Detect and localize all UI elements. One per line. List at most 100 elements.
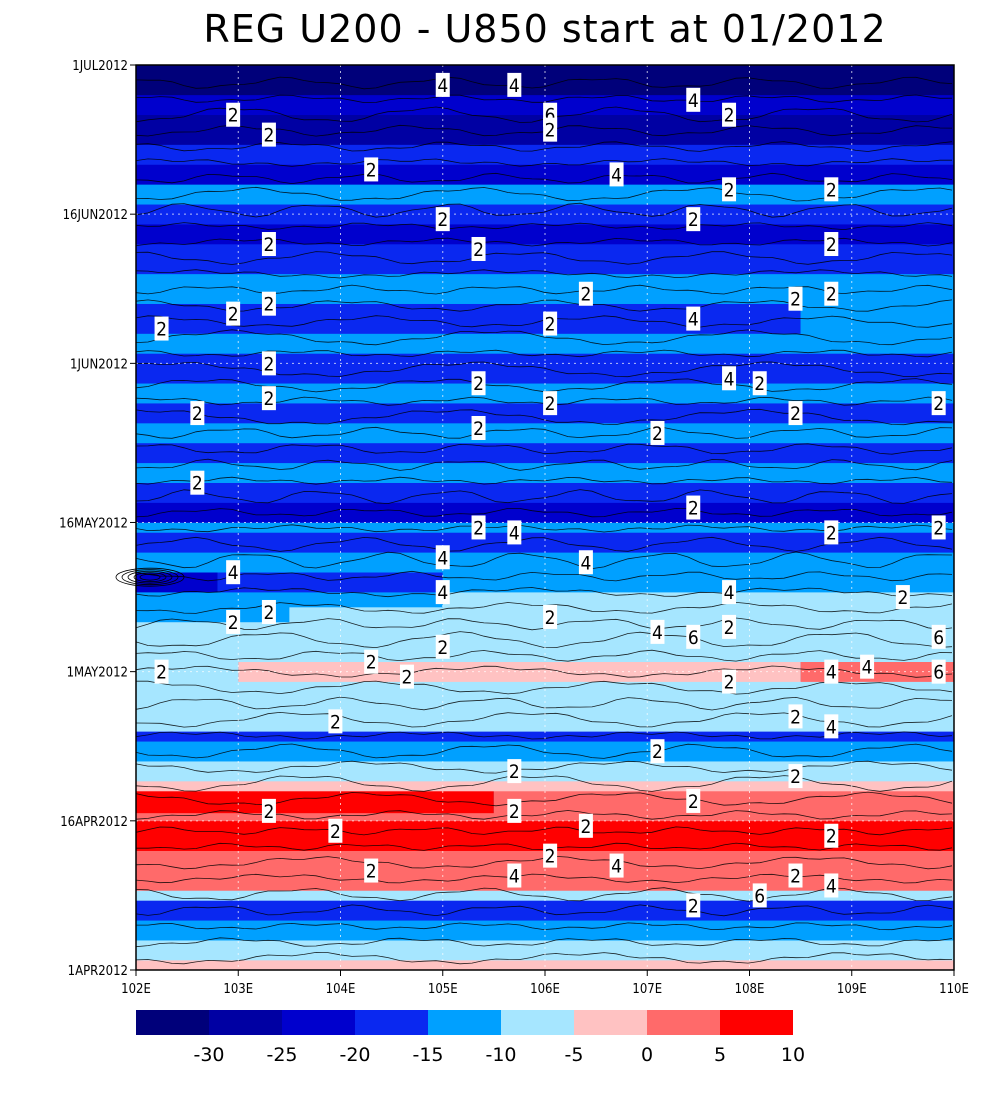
chart-title: REG U200 - U850 start at 01/2012: [203, 7, 886, 51]
contour-line: [135, 269, 953, 279]
contour-label-value: 4: [509, 522, 520, 544]
contour-label: 6: [931, 659, 946, 684]
contour-label-value: 2: [790, 403, 801, 425]
contour-label-value: 2: [688, 895, 699, 917]
color-band: [136, 442, 954, 464]
colorbar: -30 -25 -20 -15 -10 -5 0 5 10: [136, 1010, 805, 1066]
color-band: [136, 591, 443, 608]
contour-label-box: [507, 798, 522, 823]
contour-label: 2: [722, 102, 737, 127]
color-band: [442, 571, 954, 593]
contour-line: [136, 94, 953, 104]
contour-label-value: 4: [580, 552, 591, 574]
contour-loop: [139, 573, 161, 581]
contour-label-value: 2: [366, 652, 377, 674]
contour-label: 4: [824, 873, 839, 898]
contour-label-value: 2: [473, 373, 484, 395]
contour-line: [135, 665, 953, 678]
contour-label-box: [686, 207, 701, 232]
contour-label-box: [788, 286, 803, 311]
colorbar-swatch: [355, 1010, 428, 1035]
contour-label-box: [609, 853, 624, 878]
contour-label: 4: [650, 619, 665, 644]
contour-label-box: [824, 714, 839, 739]
color-band: [136, 184, 954, 205]
contour-label-box: [261, 386, 276, 411]
contour-label: 2: [788, 764, 803, 789]
contour-label-box: [824, 659, 839, 684]
colorbar-swatch: [647, 1010, 720, 1035]
colorbar-swatch: [574, 1010, 647, 1035]
x-tick-label: 103E: [223, 982, 253, 997]
colorbar-swatch: [501, 1010, 574, 1035]
contour-label-value: 2: [933, 517, 944, 539]
contour-label-value: 2: [545, 393, 556, 415]
colorbar-label: -25: [266, 1044, 297, 1066]
contour-line: [135, 587, 953, 598]
contour-label: 4: [686, 306, 701, 331]
y-axis: 1APR2012 16APR2012 1MAY2012 16MAY2012 1JUN20…: [59, 59, 136, 979]
contour-line: [135, 443, 953, 455]
x-tick-label: 107E: [632, 982, 662, 997]
contour-label-value: 6: [933, 662, 944, 684]
contour-line: [136, 680, 953, 695]
contour-label-value: 2: [156, 319, 167, 341]
contour-label-value: 4: [509, 866, 520, 888]
contour-label-box: [190, 401, 205, 426]
x-tick-label: 106E: [530, 982, 560, 997]
contour-label-value: 6: [933, 627, 944, 649]
contour-label: 2: [650, 420, 665, 445]
contour-label-box: [895, 585, 910, 610]
contour-label-value: 2: [192, 403, 203, 425]
contour-label-value: 2: [790, 766, 801, 788]
contour-line: [135, 489, 953, 505]
contour-label: 4: [860, 654, 875, 679]
contour-label-box: [364, 157, 379, 182]
contour-line: [135, 904, 953, 917]
contour-label-box: [471, 371, 486, 396]
contour-label: 2: [543, 843, 558, 868]
contour-label-box: [261, 599, 276, 624]
contour-label: 2: [190, 470, 205, 495]
contour-labels: 4 4 2 2 6 2 4 2 2 4 2 2 2 2 2 2 2 2 2 2 2 2 2 2 4 2 4 2 2 2 2 2 2 2 2 2 2 2 2 4…: [154, 72, 946, 918]
contour-label-value: 2: [437, 209, 448, 231]
contour-label: 2: [686, 893, 701, 918]
contour-label-value: 4: [228, 562, 239, 584]
contour-label-value: 4: [724, 582, 735, 604]
contour-label-value: 2: [263, 388, 274, 410]
color-band: [136, 890, 954, 901]
contour-label-value: 2: [228, 612, 239, 634]
contour-label: 2: [824, 281, 839, 306]
contour-label: 4: [824, 714, 839, 739]
contour-label-box: [788, 863, 803, 888]
contour-label-value: 2: [545, 607, 556, 629]
contour-label-value: 2: [366, 159, 377, 181]
contour-label-value: 2: [437, 637, 448, 659]
contour-label: 2: [154, 659, 169, 684]
x-tick-label: 102E: [121, 982, 151, 997]
x-tick-label: 108E: [735, 982, 765, 997]
contour-label: 2: [543, 391, 558, 416]
contour-label-box: [507, 759, 522, 784]
contour-label-box: [788, 401, 803, 426]
contour-label-value: 2: [263, 801, 274, 823]
contour-label: 2: [364, 858, 379, 883]
contour-label-box: [226, 609, 241, 634]
contour-label-value: 2: [580, 816, 591, 838]
contour-label: 2: [788, 401, 803, 426]
contour-label-box: [543, 604, 558, 629]
contour-label-value: 4: [437, 75, 448, 97]
contour-line: [135, 408, 953, 426]
contour-line: [135, 760, 953, 774]
contour-label-box: [435, 72, 450, 97]
contour-label: 2: [543, 604, 558, 629]
contour-label: 4: [609, 853, 624, 878]
contour-label-value: 2: [192, 473, 203, 495]
contour-label-box: [824, 177, 839, 202]
contour-label-value: 2: [330, 821, 341, 843]
color-band: [136, 661, 239, 682]
contour-label-value: 4: [509, 75, 520, 97]
contour-label-value: 4: [826, 716, 837, 738]
contour-line: [135, 329, 953, 346]
